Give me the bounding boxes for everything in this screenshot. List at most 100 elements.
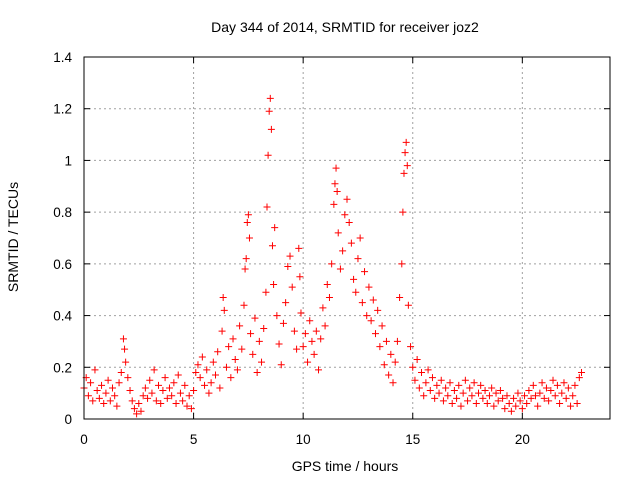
data-point [128,397,136,405]
data-point [393,337,401,345]
data-point [523,399,531,407]
axis-ticks [83,56,610,420]
data-point [249,350,257,358]
data-point [242,255,250,263]
data-point [102,389,110,397]
data-point [333,187,341,195]
data-point [494,397,502,405]
data-point [165,384,173,392]
data-point [492,389,500,397]
data-point [363,312,371,320]
y-tick-label: 0.2 [53,360,72,375]
data-point [439,397,447,405]
data-point [496,387,504,395]
data-point [531,392,539,400]
data-point [358,299,366,307]
y-tick-label: 1.2 [53,102,72,117]
data-point [240,301,248,309]
data-point [174,371,182,379]
data-point [409,363,417,371]
data-point [209,358,217,366]
data-point [258,358,266,366]
data-point [402,138,410,146]
data-point [450,387,458,395]
data-point [279,319,287,327]
data-point [185,392,193,400]
data-point [428,374,436,382]
data-point [243,218,251,226]
data-point [312,327,320,335]
data-point [301,330,309,338]
data-point [214,348,222,356]
data-point [205,389,213,397]
data-point [331,180,339,188]
data-point [157,399,165,407]
data-point [98,381,106,389]
data-point [95,394,103,402]
data-point [433,381,441,389]
data-point [219,293,227,301]
data-point [187,405,195,413]
data-point [389,379,397,387]
data-point [499,394,507,402]
data-point [299,343,307,351]
data-point [415,384,423,392]
data-point [244,211,252,219]
data-point [536,389,544,397]
data-point [534,402,542,410]
y-tick-label: 0 [64,412,72,427]
data-point [159,387,167,395]
data-point [115,379,123,387]
data-point [399,208,407,216]
data-point [562,394,570,402]
data-point [100,399,108,407]
data-point [229,335,237,343]
data-point [270,281,278,289]
y-tick-label: 1.4 [53,50,72,65]
y-tick-label: 0.4 [53,309,72,324]
data-point [525,387,533,395]
data-point [345,218,353,226]
data-point [339,247,347,255]
data-point [310,350,318,358]
x-tick-label: 15 [405,432,420,447]
data-point [218,327,226,335]
data-point [148,389,156,397]
chart-title: Day 344 of 2014, SRMTID for receiver joz… [211,19,479,35]
data-point [212,371,219,379]
data-point [453,394,461,402]
data-point [139,392,147,400]
data-point [376,343,384,351]
data-point [483,399,491,407]
data-point [485,392,493,400]
data-point [470,379,478,387]
data-point [260,325,268,332]
data-point [341,211,349,219]
data-point [418,368,426,376]
data-point [168,392,176,400]
data-point [296,273,304,281]
data-point [87,379,95,387]
data-point [196,374,204,382]
data-point [403,162,411,170]
data-point [288,283,296,291]
data-point [119,335,127,343]
data-point [560,379,568,387]
data-point [354,255,362,263]
data-point [323,281,331,289]
data-point [556,399,564,407]
data-point [490,402,498,410]
data-point [356,234,364,242]
data-point [227,374,235,382]
data-point [361,268,369,276]
grid-lines [84,57,610,419]
data-point [121,345,129,353]
data-point [411,376,419,384]
data-point [448,399,456,407]
data-point [521,392,529,400]
data-point [564,384,572,392]
data-point [255,337,263,345]
data-point [262,288,270,296]
data-point [207,379,215,387]
